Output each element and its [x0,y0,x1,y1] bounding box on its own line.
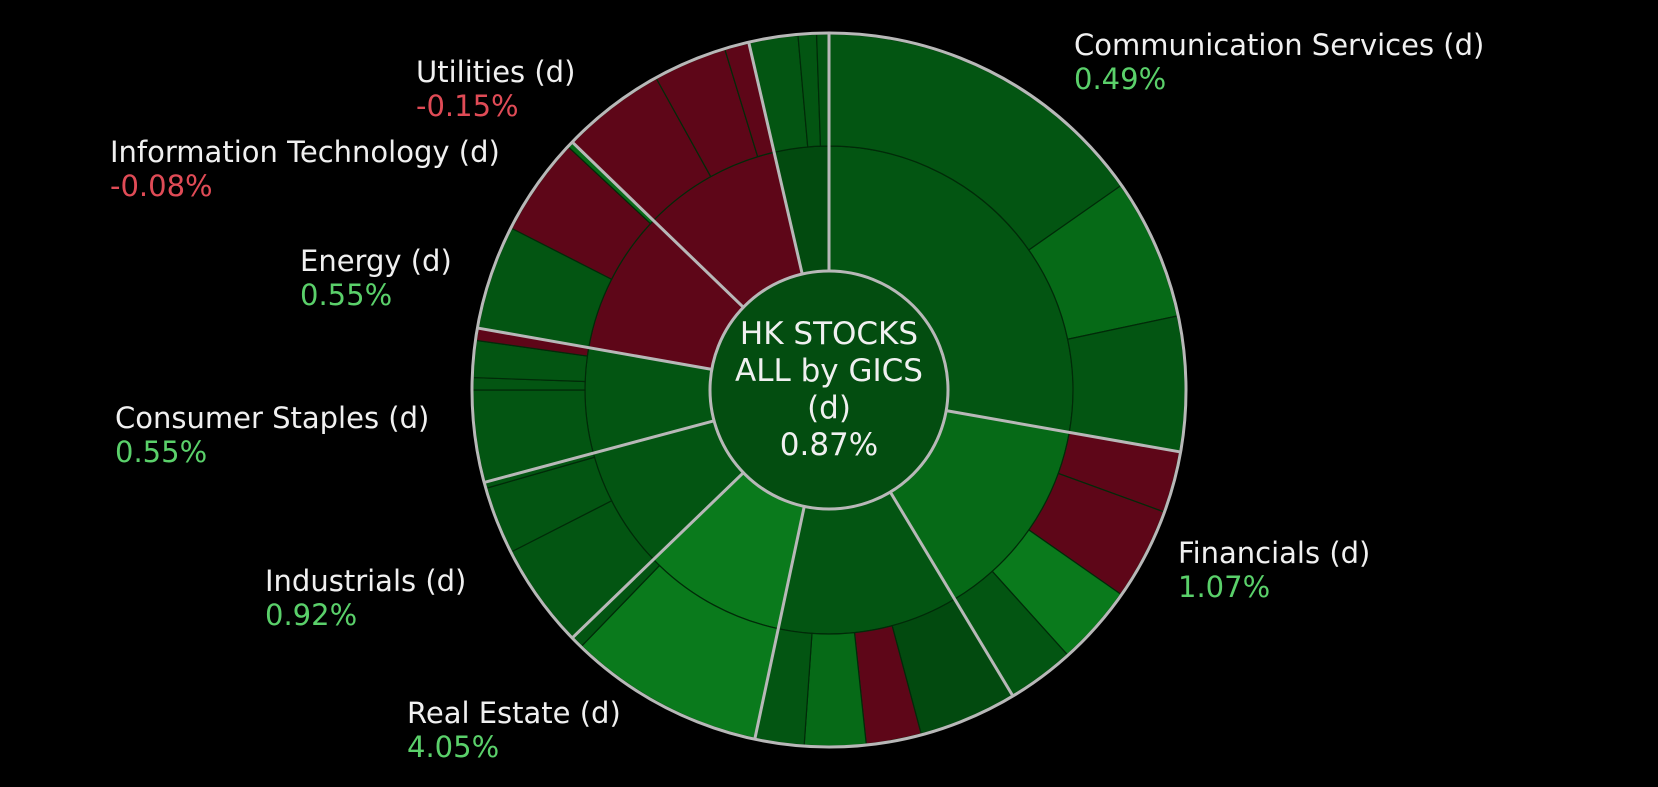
sector-separator-1 [945,409,1180,454]
sector-separators [478,34,1180,739]
sector-label-name-6: Information Technology (d) [110,135,500,169]
sector-label-value-4: 0.55% [115,435,207,469]
sector-label-name-4: Consumer Staples (d) [115,401,429,435]
stock-segment-0-2[interactable] [1066,315,1186,453]
sector-separator-7 [571,141,745,309]
sector-separator-2 [889,491,1014,696]
sector-label-name-3: Industrials (d) [265,564,466,598]
sector-labels: Communication Services (d)0.49% Financial… [110,28,1484,764]
sunburst-rings [472,33,1186,747]
sector-separator-6 [478,326,713,371]
center-node[interactable]: HK STOCKS ALL by GICS (d) 0.87% [708,269,950,511]
sector-label-name-5: Energy (d) [300,244,452,278]
center-title-line-1: HK STOCKS [740,316,918,352]
sector-label-name-1: Financials (d) [1178,536,1370,570]
sector-label-name-2: Real Estate (d) [407,696,621,730]
sector-label-value-0: 0.49% [1074,62,1166,96]
sector-label-name-0: Communication Services (d) [1074,28,1484,62]
center-title-line-3: (d) [807,390,851,426]
sector-separator-4 [571,471,745,639]
sector-label-value-5: 0.55% [300,278,392,312]
sector-separator-3 [753,506,806,739]
sector-separator-5 [484,419,715,484]
sector-label-value-3: 0.92% [265,598,357,632]
outer-border [470,31,1188,749]
sector-label-value-7: -0.15% [416,89,519,123]
center-value: 0.87% [780,427,878,463]
sector-label-value-6: -0.08% [110,169,213,203]
sector-label-value-2: 4.05% [407,730,499,764]
sector-separator-8 [747,42,804,275]
sector-label-value-1: 1.07% [1178,570,1270,604]
sector-label-name-7: Utilities (d) [416,55,575,89]
center-circle[interactable] [708,269,950,511]
center-title-line-2: ALL by GICS [735,353,923,389]
